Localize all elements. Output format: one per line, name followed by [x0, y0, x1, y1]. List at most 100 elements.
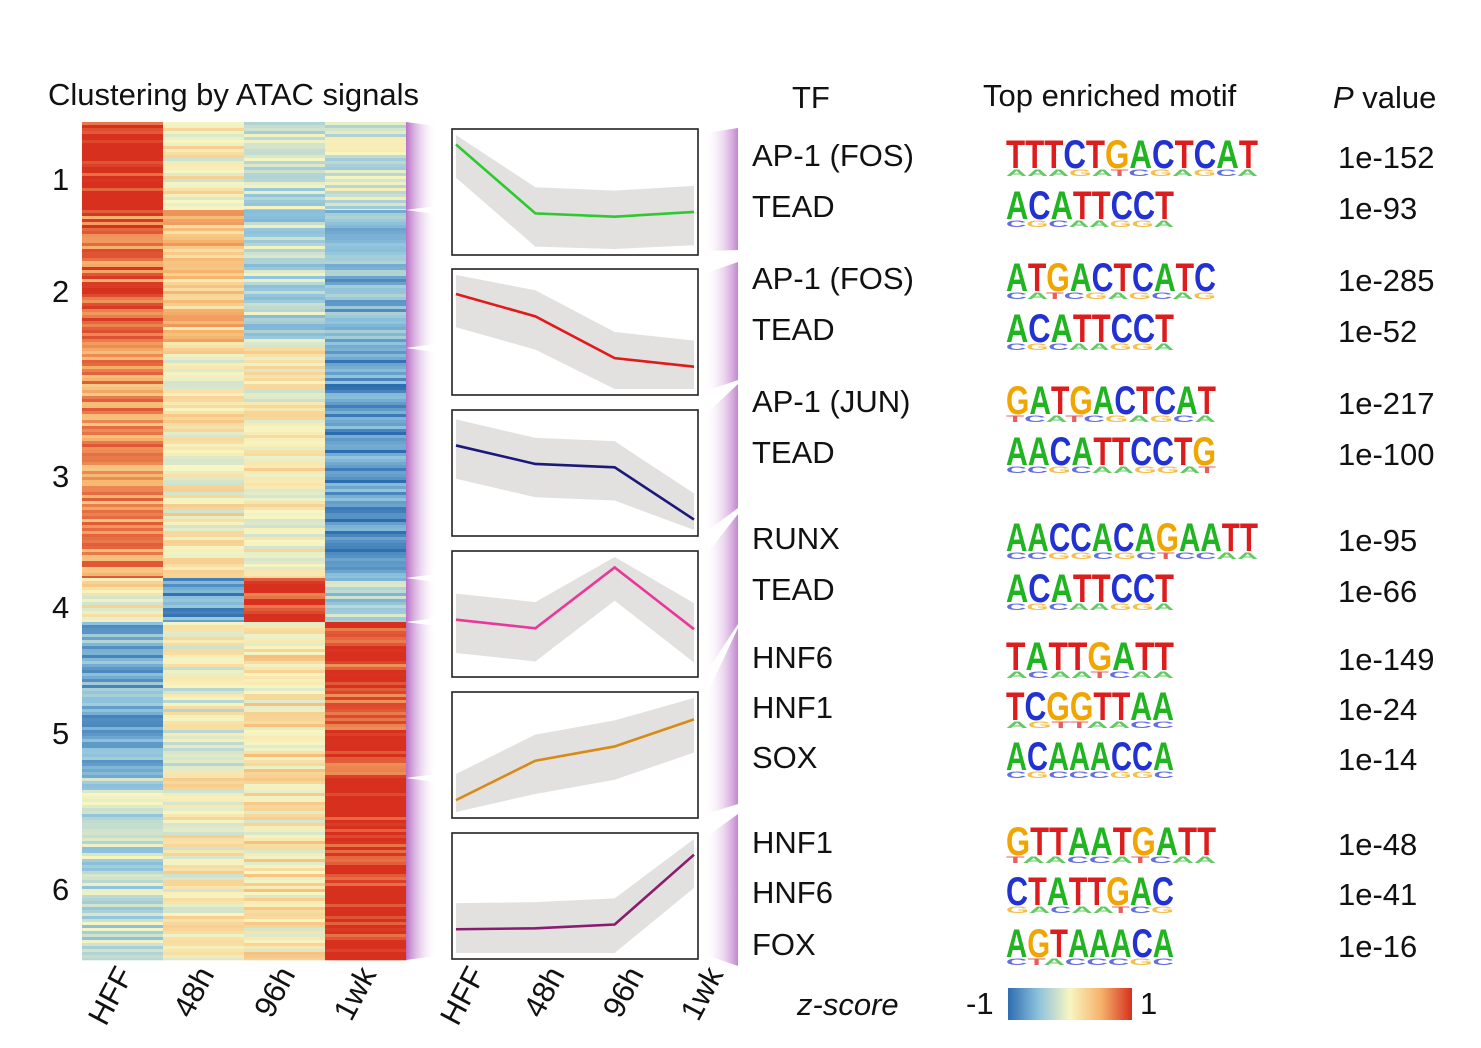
heatmap-stripe	[163, 763, 245, 767]
heatmap-stripe	[325, 522, 407, 526]
heatmap-stripe	[244, 255, 326, 259]
heatmap-stripe	[325, 456, 407, 460]
heatmap-stripe	[163, 916, 245, 920]
motif-letter: G	[1106, 870, 1130, 914]
heatmap-stripe	[163, 721, 245, 725]
heatmap-stripe	[325, 342, 407, 346]
motif-letter: C	[1132, 922, 1153, 966]
profile-x-label-48h: 48h	[516, 961, 571, 1023]
heatmap-stripe	[163, 709, 245, 713]
heatmap-stripe	[82, 228, 164, 232]
motif-letter: C	[1152, 133, 1175, 177]
heatmap-stripe	[163, 351, 245, 355]
heatmap-stripe	[163, 745, 245, 749]
profile-x-label-96h: 96h	[596, 961, 651, 1023]
heatmap-stripe	[325, 628, 407, 632]
heatmap-stripe	[325, 877, 407, 881]
heatmap-stripe	[82, 158, 164, 162]
motif-letter: G	[1105, 133, 1129, 177]
heatmap-stripe	[244, 384, 326, 388]
motif-letter: T	[1112, 685, 1131, 729]
heatmap-stripe	[244, 593, 326, 597]
heatmap-stripe	[82, 847, 164, 851]
motif-letter: G	[1132, 342, 1154, 352]
heatmap-stripe	[325, 620, 407, 623]
heatmap-stripe	[325, 516, 407, 520]
heatmap-stripe	[163, 140, 245, 144]
heatmap-stripe	[82, 570, 164, 574]
heatmap-stripe	[244, 775, 326, 779]
profile-x-labels: HFF 48h 96h 1wk	[433, 960, 730, 1030]
heatmap-cluster-6	[82, 778, 407, 961]
motif-letter: C	[1111, 735, 1132, 779]
motif-letter: C	[1194, 133, 1217, 177]
heatmap-stripe	[82, 558, 164, 562]
heatmap-stripe	[244, 417, 326, 421]
heatmap-stripe	[163, 276, 245, 280]
heatmap-stripe	[244, 182, 326, 186]
heatmap-stripe	[163, 584, 245, 588]
heatmap-stripe	[325, 357, 407, 361]
heatmap-stripe	[325, 766, 407, 770]
heatmap-stripe	[244, 943, 326, 947]
heatmap-stripe	[163, 264, 245, 268]
heatmap-stripe	[325, 757, 407, 761]
motif-letter: G	[1156, 516, 1179, 560]
heatmap-stripe	[325, 128, 407, 132]
motif-letter: C	[1050, 430, 1072, 474]
heatmap-stripe	[82, 555, 164, 559]
heatmap-stripe	[325, 913, 407, 917]
motif-letter: A	[1028, 430, 1050, 474]
motif-letter: C	[1070, 516, 1091, 560]
heatmap-stripe	[244, 952, 326, 956]
tf-name: HNF6	[752, 640, 833, 675]
motif-letter: C	[1175, 551, 1197, 561]
heatmap-stripe	[244, 411, 326, 415]
heatmap-stripe	[82, 955, 164, 959]
heatmap-stripe	[244, 649, 326, 653]
heatmap-stripe	[244, 910, 326, 914]
heatmap-stripe	[325, 459, 407, 463]
heatmap-stripe	[82, 444, 164, 448]
heatmap-stripe	[82, 348, 164, 352]
heatmap-stripe	[244, 880, 326, 884]
heatmap-stripe	[244, 611, 326, 615]
heatmap-stripe	[325, 125, 407, 129]
heatmap-stripe	[325, 655, 407, 659]
tf-name: TEAD	[752, 435, 835, 470]
motif-letter: T	[1028, 870, 1047, 914]
heatmap-stripe	[244, 697, 326, 701]
heatmap-stripe	[82, 841, 164, 845]
heatmap-stripe	[325, 282, 407, 286]
heatmap-stripe	[82, 336, 164, 340]
motif-letter: G	[1192, 430, 1216, 474]
motif-letter: C	[1083, 414, 1106, 424]
heatmap-stripe	[82, 922, 164, 926]
heatmap-stripe	[163, 578, 245, 582]
heatmap-stripe	[163, 399, 245, 403]
motif-letter: A	[1006, 670, 1029, 680]
heatmap-stripe	[82, 387, 164, 391]
heatmap-stripe	[325, 225, 407, 229]
heatmap-stripe	[325, 324, 407, 328]
heatmap-stripe	[325, 519, 407, 523]
heatmap-stripe	[244, 158, 326, 162]
heatmap-stripe	[244, 724, 326, 728]
motif-letter: G	[1151, 905, 1174, 915]
heatmap-stripe	[325, 471, 407, 475]
heatmap-stripe	[244, 760, 326, 764]
heatmap-stripe	[325, 149, 407, 153]
heatmap-stripe	[244, 925, 326, 929]
heatmap-stripe	[244, 525, 326, 529]
heatmap-stripe	[163, 146, 245, 150]
motif-letter: C	[1071, 465, 1094, 475]
heatmap-stripe	[163, 694, 245, 698]
heatmap-stripe	[244, 486, 326, 490]
motif-letter: G	[1129, 291, 1152, 301]
motif-letter: A	[1006, 256, 1028, 300]
heatmap-stripe	[163, 898, 245, 902]
motif-letter: A	[1069, 219, 1091, 229]
